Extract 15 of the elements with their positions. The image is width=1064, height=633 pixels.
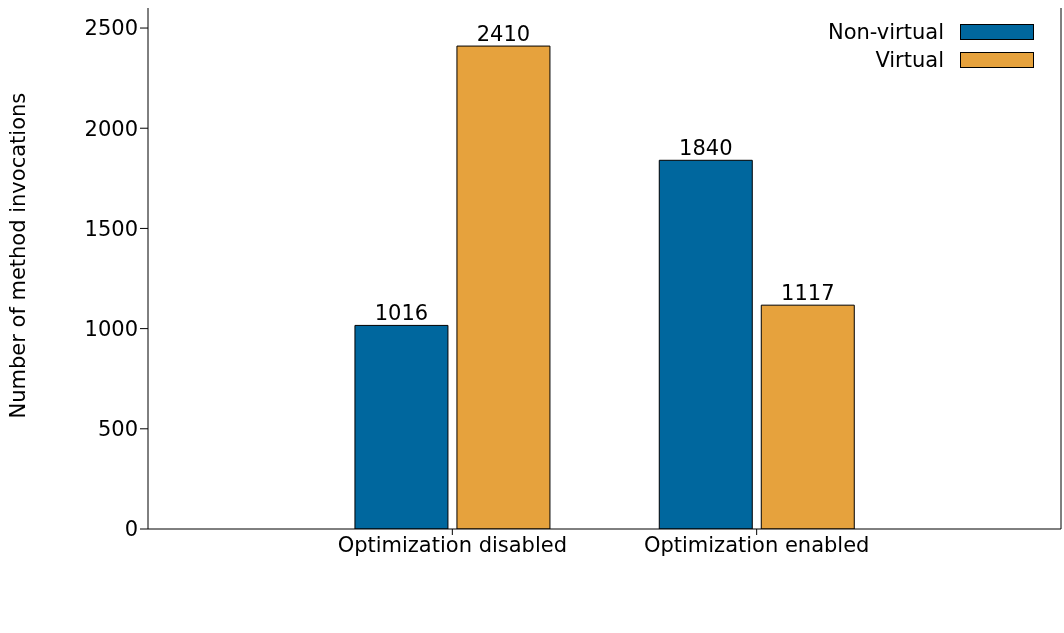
y-tick-label: 1500 [84, 216, 138, 241]
x-tick-label: Optimization enabled [643, 532, 870, 557]
data-label: 1117 [781, 281, 835, 306]
data-label: 1840 [679, 136, 733, 161]
legend-label: Non-virtual [827, 20, 944, 44]
data-label: 1016 [374, 301, 429, 326]
y-tick-label: 2000 [84, 116, 138, 141]
x-tick-label: Optimization disabled [337, 532, 568, 557]
y-tick-label: 1000 [84, 317, 138, 342]
legend-label: Virtual [875, 48, 944, 72]
y-axis-title: Number of method invocations [6, 92, 31, 419]
y-tick-label: 0 [124, 517, 138, 542]
y-tick-label: 500 [97, 417, 138, 442]
y-tick-label: 2500 [84, 16, 138, 41]
data-label: 2410 [476, 22, 531, 47]
